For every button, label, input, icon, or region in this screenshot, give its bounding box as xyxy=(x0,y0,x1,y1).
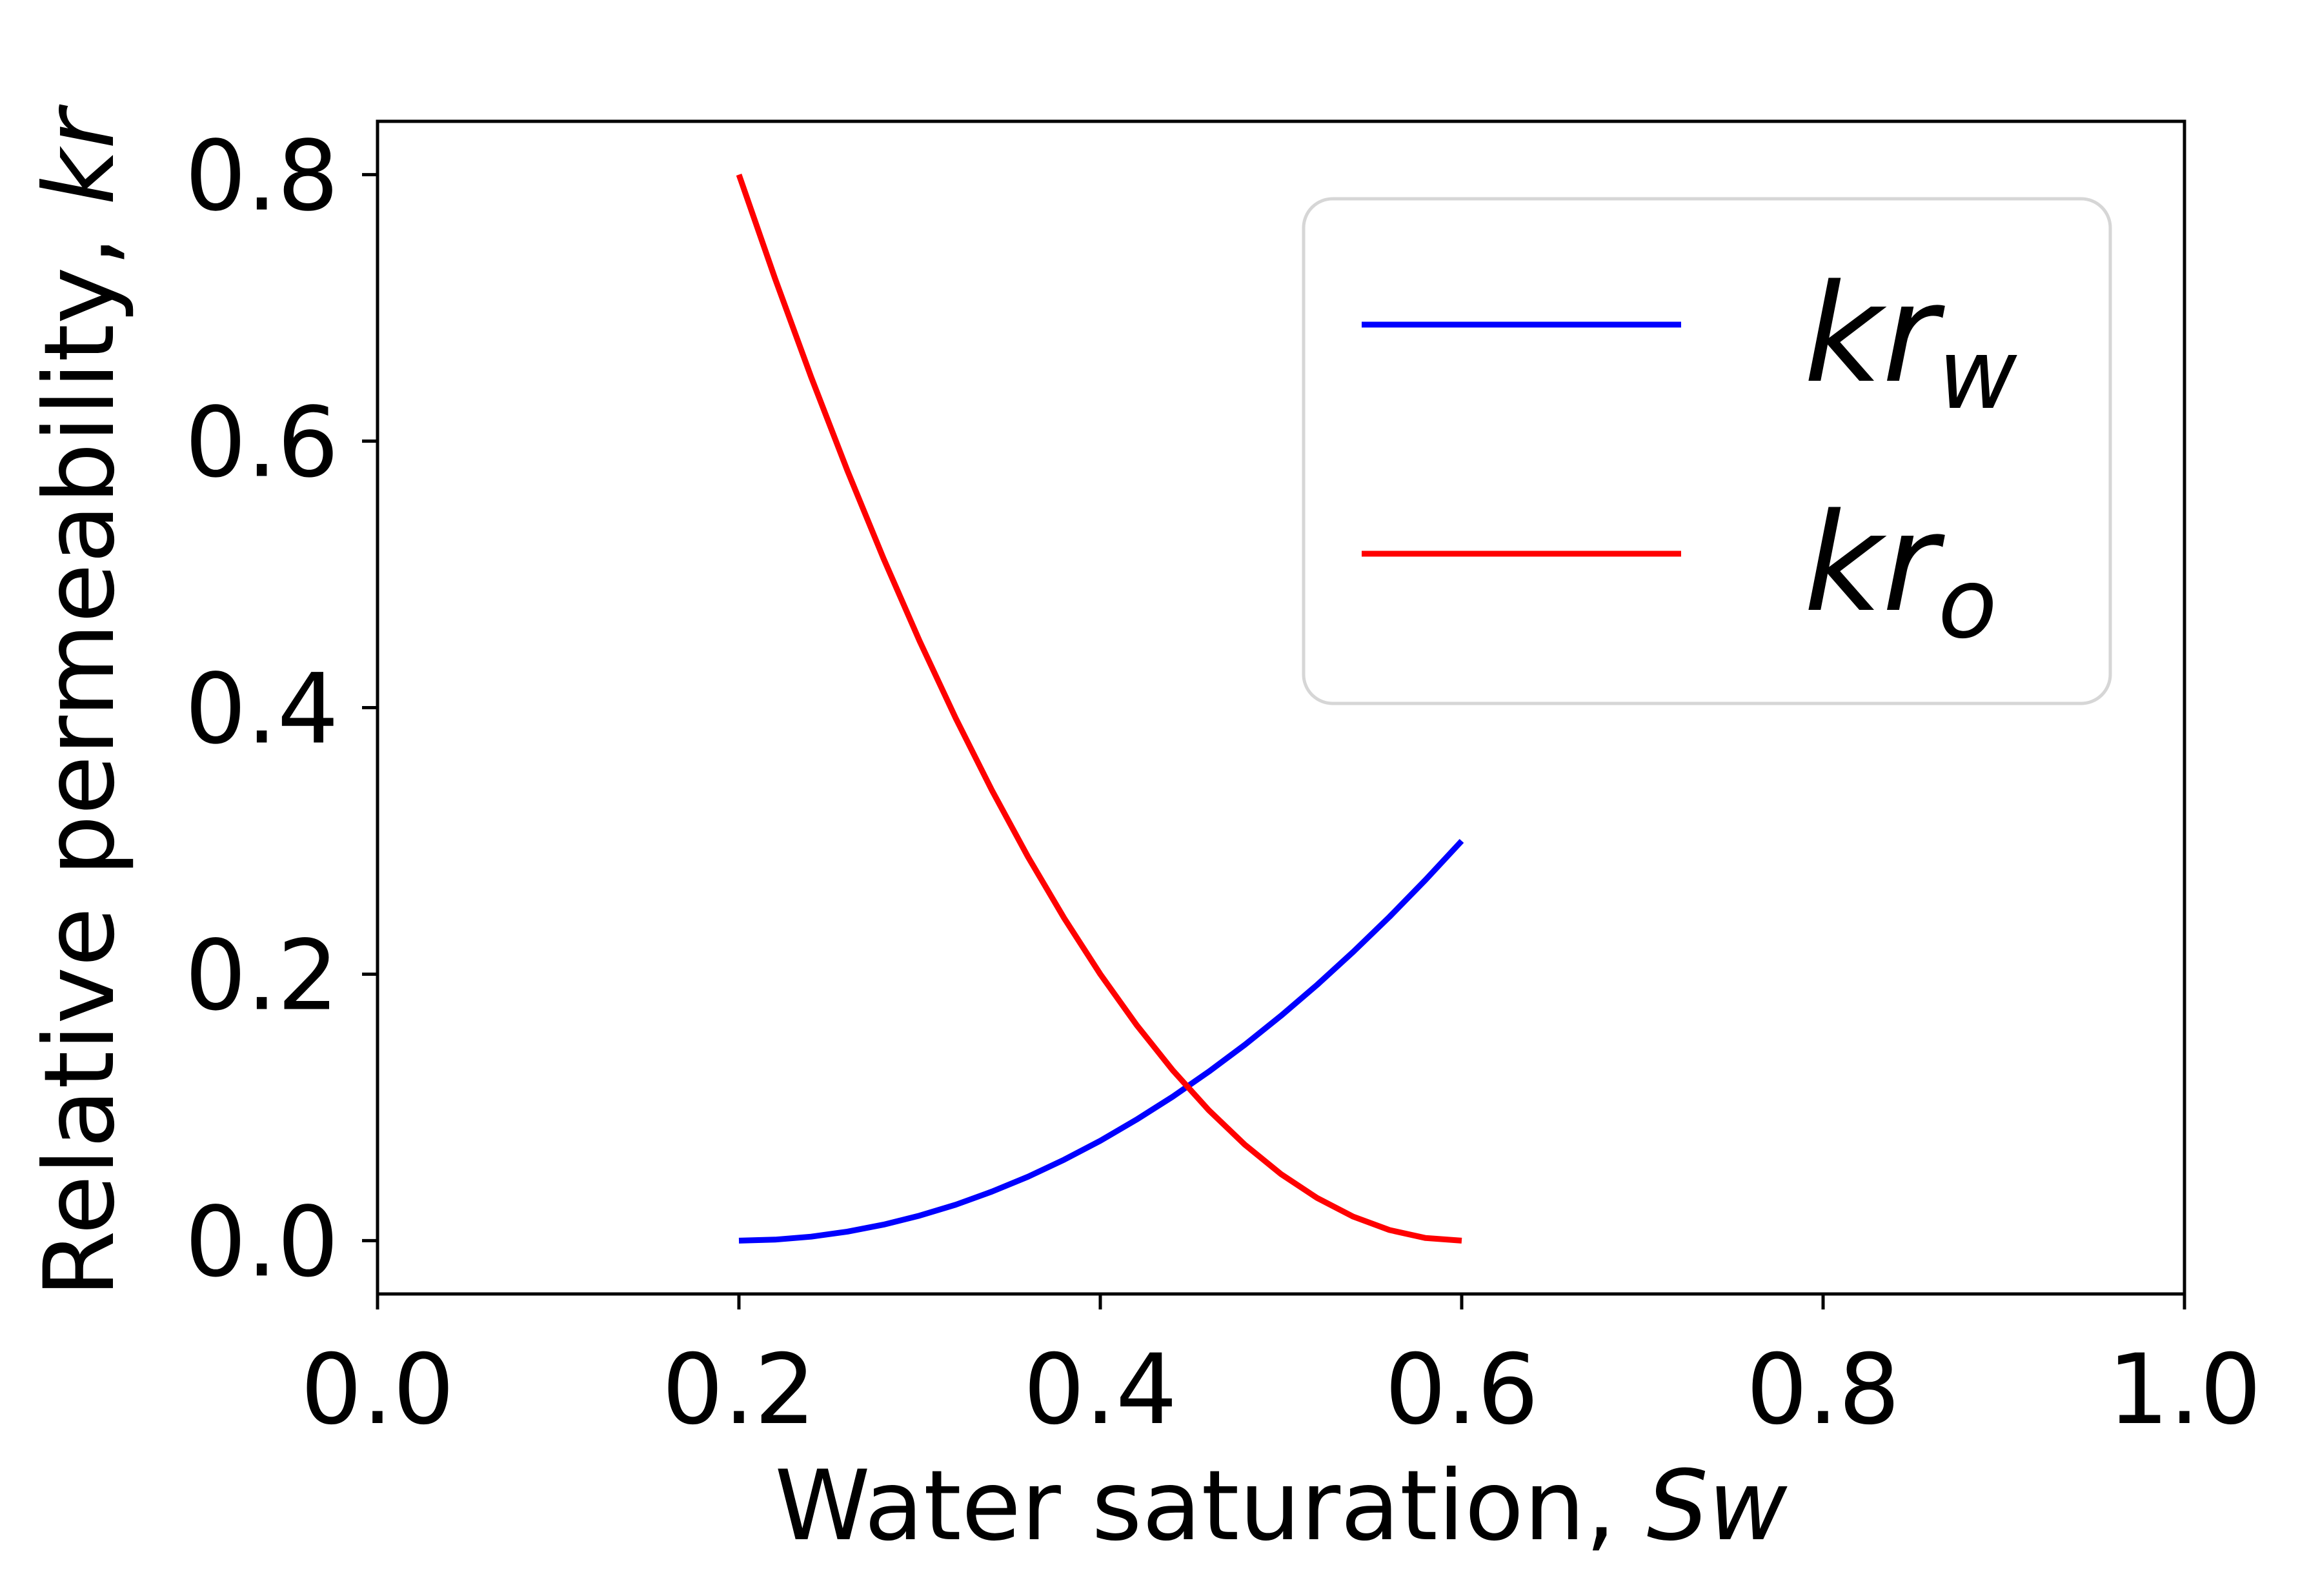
x-tick-label: 0.4 xyxy=(1024,1334,1178,1446)
x-tick-label: 0.8 xyxy=(1746,1334,1901,1446)
x-tick-label: 0.2 xyxy=(662,1334,816,1446)
y-tick-label: 0.4 xyxy=(185,654,339,766)
y-tick-label: 0.0 xyxy=(185,1186,339,1298)
x-axis: 0.0 0.2 0.4 0.6 0.8 1.0 xyxy=(301,1294,2262,1446)
y-axis: 0.0 0.2 0.4 0.6 0.8 xyxy=(185,121,378,1298)
x-tick-label: 0.0 xyxy=(301,1334,455,1446)
x-tick-label: 0.6 xyxy=(1385,1334,1539,1446)
series-line-kr-w xyxy=(738,838,1464,1244)
legend-label-kr-w: krw xyxy=(1804,255,2017,431)
x-tick-label: 1.0 xyxy=(2108,1334,2262,1446)
y-axis-label: Relative permeability, kr xyxy=(24,104,136,1298)
y-tick-label: 0.6 xyxy=(185,387,339,500)
legend-label-kr-o: kro xyxy=(1804,484,1997,660)
y-tick-label: 0.2 xyxy=(185,920,339,1032)
legend: krw kro xyxy=(1302,197,2112,705)
x-axis-label: Water saturation, Sw xyxy=(774,1450,1788,1562)
y-tick-label: 0.8 xyxy=(185,121,339,233)
plot-area xyxy=(736,174,1464,1244)
series-line-kr-o xyxy=(736,174,1462,1244)
